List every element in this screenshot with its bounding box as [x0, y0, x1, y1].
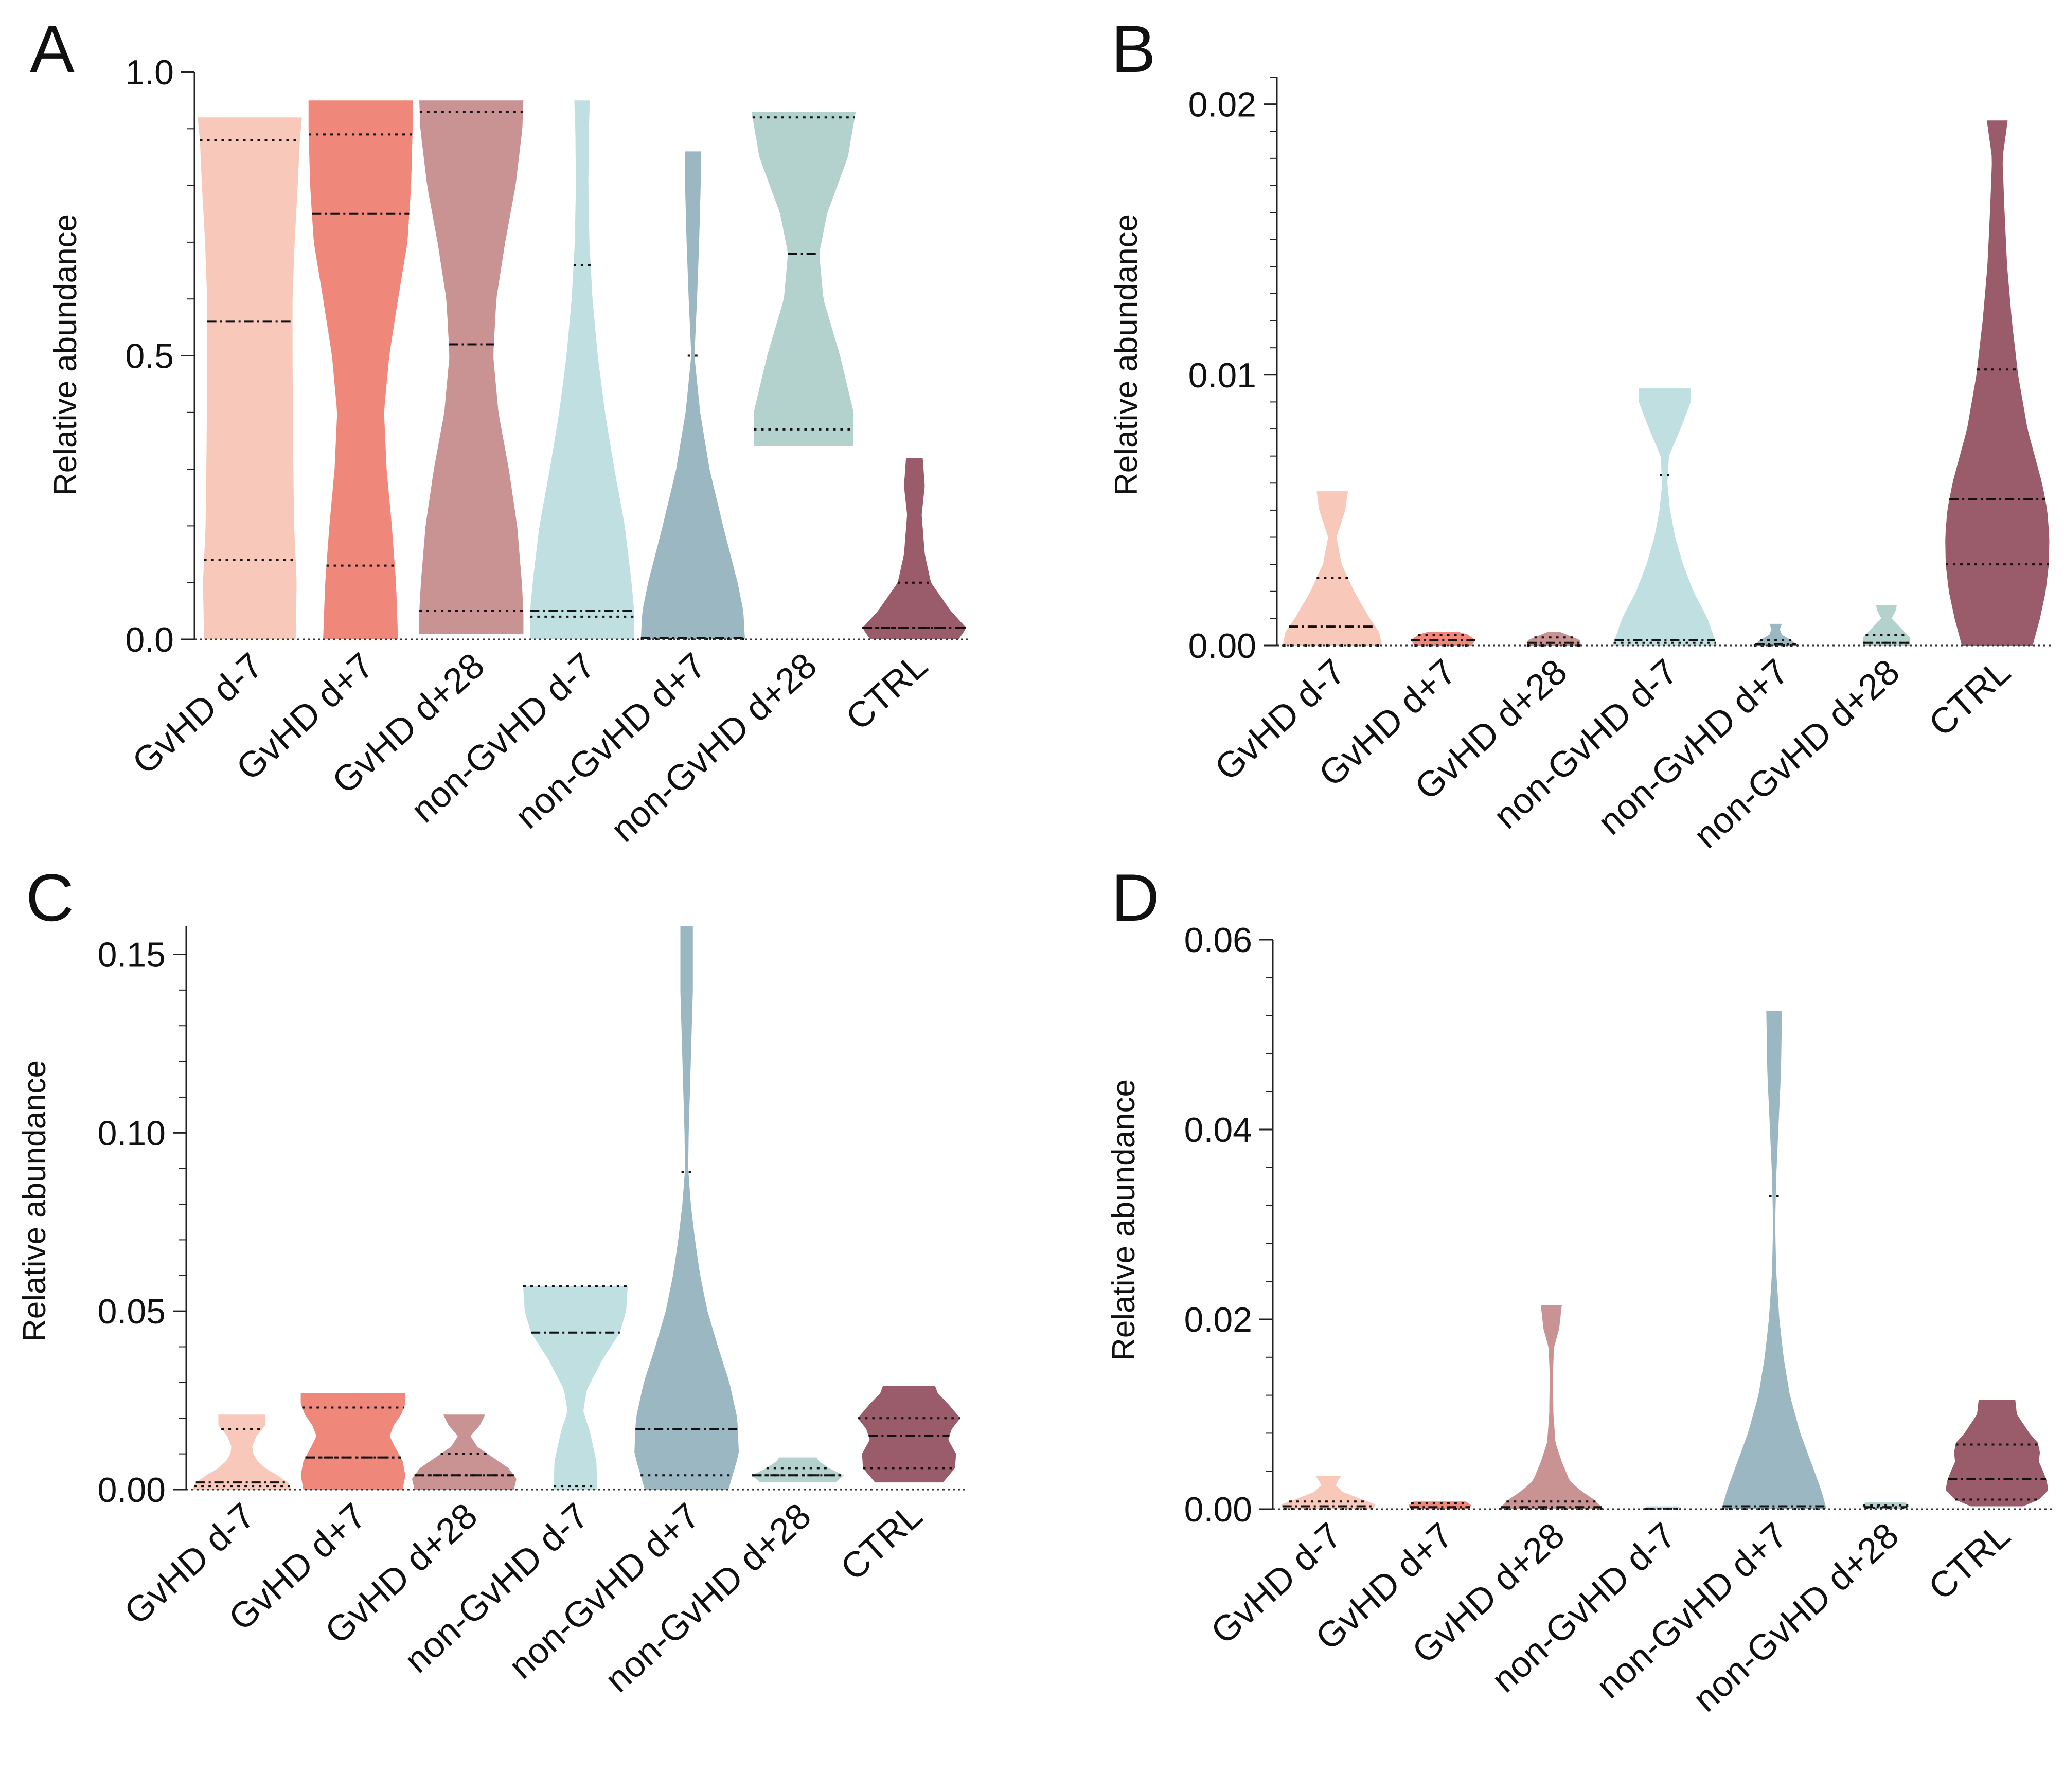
- panel-b-violin: [1753, 623, 1798, 646]
- panel-a-violin: [198, 117, 302, 639]
- panel-a-violin: [751, 112, 856, 446]
- panel-b-y-axis-title: Relative abundance: [1109, 214, 1144, 496]
- panel-a-violin: [419, 100, 524, 634]
- panel-c-y-axis-title: Relative abundance: [17, 1060, 52, 1342]
- panel-b-ytick-label: 0.00: [1188, 626, 1256, 666]
- panel-d-plot-area: [1259, 939, 2053, 1510]
- panel-b-plot-area: [1264, 77, 2053, 647]
- panel-d-y-axis: 0.00 0.02 0.04 0.06: [1184, 921, 1252, 1529]
- panel-c-ytick-label: 0.05: [98, 1292, 166, 1331]
- panel-b-y-axis: 0.00 0.01 0.02: [1188, 85, 1256, 666]
- panel-c-violin: [300, 1393, 405, 1490]
- panel-b-violin: [1283, 491, 1382, 646]
- panel-b-ytick-label: 0.01: [1188, 356, 1256, 395]
- panel-c-violin: [523, 1286, 628, 1490]
- panel-d-violin: [1499, 1305, 1604, 1509]
- panel-d-ytick-label: 0.06: [1184, 921, 1252, 960]
- panel-d-ytick-label: 0.04: [1184, 1110, 1252, 1150]
- panel-c-y-axis: 0.00 0.05 0.10 0.15: [98, 935, 166, 1510]
- panel-a-ytick-label: 0.5: [125, 337, 174, 376]
- panel-a-y-axis: 0.0 0.5 1.0: [125, 53, 174, 659]
- panel-a-violin: [640, 151, 745, 639]
- panel-c-ytick-label: 0.10: [98, 1114, 166, 1153]
- panel-d-ytick-label: 0.00: [1184, 1490, 1252, 1529]
- panel-a-ytick-label: 0.0: [125, 620, 174, 659]
- panel-a-letter: A: [30, 11, 75, 86]
- panel-c-violin: [412, 1414, 517, 1490]
- panel-a-y-axis-title: Relative abundance: [48, 214, 83, 496]
- panel-a-ytick-label: 1.0: [125, 53, 174, 92]
- panel-d-letter: D: [1111, 860, 1160, 935]
- panel-a-plot-area: [181, 71, 970, 640]
- panel-b-ytick-label: 0.02: [1188, 85, 1256, 124]
- panel-c-violin: [634, 926, 739, 1490]
- panel-c-violin: [858, 1386, 960, 1483]
- panel-c-ytick-label: 0.15: [98, 935, 166, 974]
- panel-b-letter: B: [1111, 11, 1156, 86]
- panel-c-ytick-label: 0.00: [98, 1471, 166, 1510]
- panel-d-violin: [1721, 1011, 1827, 1509]
- panel-a-violin: [308, 100, 413, 640]
- panel-d-y-axis-title: Relative abundance: [1106, 1079, 1142, 1361]
- panel-b-violin: [1612, 388, 1717, 646]
- panel-a-violin: [530, 100, 634, 640]
- panel-a-violin: [863, 458, 966, 639]
- panel-c-plot-area: [173, 926, 965, 1491]
- panel-b-violin: [1945, 120, 2050, 646]
- panel-c-letter: C: [26, 860, 74, 935]
- panel-c-violin: [192, 1414, 292, 1490]
- panel-d-ytick-label: 0.02: [1184, 1300, 1252, 1339]
